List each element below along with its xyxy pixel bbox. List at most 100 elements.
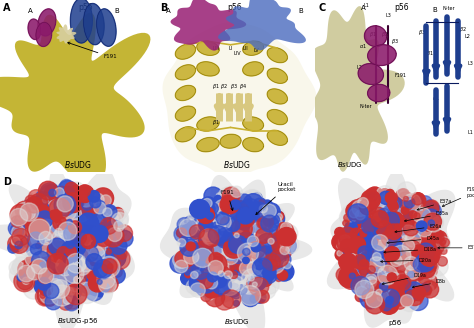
Circle shape — [246, 254, 261, 267]
Circle shape — [256, 228, 272, 243]
Circle shape — [179, 219, 198, 236]
Text: D19a: D19a — [382, 273, 427, 285]
Circle shape — [406, 219, 414, 227]
Circle shape — [217, 213, 229, 225]
Circle shape — [370, 231, 387, 249]
Circle shape — [419, 247, 439, 266]
Circle shape — [408, 228, 417, 236]
Circle shape — [399, 269, 410, 279]
Circle shape — [395, 249, 415, 269]
Circle shape — [340, 234, 360, 253]
Circle shape — [77, 242, 95, 259]
Circle shape — [251, 239, 268, 255]
Circle shape — [197, 274, 213, 289]
Text: A: A — [28, 8, 33, 14]
Circle shape — [352, 201, 361, 210]
Circle shape — [339, 268, 350, 278]
Circle shape — [401, 225, 416, 239]
Circle shape — [408, 291, 428, 311]
Polygon shape — [28, 19, 41, 39]
Circle shape — [175, 256, 187, 266]
Circle shape — [63, 253, 73, 263]
Circle shape — [398, 192, 414, 207]
Circle shape — [424, 264, 434, 273]
Circle shape — [388, 274, 393, 279]
Circle shape — [270, 232, 290, 250]
Polygon shape — [83, 4, 104, 45]
Circle shape — [228, 209, 242, 223]
Circle shape — [71, 230, 86, 245]
Circle shape — [79, 191, 95, 207]
Circle shape — [401, 238, 418, 254]
Circle shape — [427, 207, 436, 215]
Circle shape — [63, 285, 70, 293]
Circle shape — [423, 223, 431, 231]
Circle shape — [93, 217, 106, 229]
Circle shape — [10, 204, 31, 225]
Circle shape — [43, 241, 51, 249]
Circle shape — [365, 295, 384, 314]
Circle shape — [379, 275, 392, 287]
Circle shape — [408, 212, 417, 222]
Circle shape — [261, 276, 272, 286]
Circle shape — [60, 204, 71, 214]
Circle shape — [428, 271, 435, 279]
Circle shape — [211, 211, 218, 218]
Circle shape — [28, 260, 47, 279]
Circle shape — [176, 229, 185, 237]
Circle shape — [176, 223, 195, 242]
Circle shape — [187, 211, 205, 229]
Circle shape — [186, 279, 201, 294]
Circle shape — [19, 268, 35, 283]
Circle shape — [342, 272, 360, 289]
Circle shape — [263, 214, 282, 232]
Circle shape — [392, 276, 409, 293]
Circle shape — [225, 289, 231, 295]
Circle shape — [381, 261, 387, 267]
Circle shape — [414, 219, 431, 235]
Circle shape — [245, 274, 251, 279]
Circle shape — [54, 277, 70, 292]
Circle shape — [336, 251, 344, 259]
Circle shape — [191, 262, 210, 279]
Circle shape — [43, 215, 58, 231]
Circle shape — [352, 219, 365, 231]
Circle shape — [413, 253, 424, 263]
Circle shape — [210, 233, 218, 240]
Text: $\beta$1: $\beta$1 — [212, 118, 220, 127]
Circle shape — [191, 271, 198, 278]
Circle shape — [403, 221, 419, 236]
Circle shape — [47, 210, 61, 223]
Text: $\it{Bs}$UDG: $\it{Bs}$UDG — [64, 159, 92, 171]
Circle shape — [391, 222, 400, 232]
Circle shape — [225, 268, 234, 277]
Circle shape — [246, 275, 264, 291]
Circle shape — [422, 285, 431, 295]
Circle shape — [413, 257, 429, 272]
Circle shape — [264, 211, 279, 225]
Circle shape — [347, 253, 362, 267]
Circle shape — [257, 281, 276, 299]
Circle shape — [32, 254, 49, 270]
Circle shape — [415, 219, 428, 231]
Circle shape — [70, 211, 80, 220]
Circle shape — [340, 239, 354, 253]
Polygon shape — [0, 13, 150, 181]
Circle shape — [60, 220, 77, 236]
Circle shape — [212, 276, 231, 295]
Circle shape — [236, 232, 255, 251]
Circle shape — [349, 200, 365, 215]
Circle shape — [412, 197, 425, 210]
Circle shape — [15, 241, 22, 249]
Circle shape — [205, 288, 225, 307]
Circle shape — [243, 231, 251, 238]
Text: B: B — [298, 8, 303, 14]
Circle shape — [239, 199, 260, 219]
Circle shape — [365, 189, 375, 198]
Circle shape — [383, 243, 403, 263]
Circle shape — [58, 286, 78, 306]
Circle shape — [205, 260, 212, 267]
Circle shape — [383, 242, 394, 253]
Circle shape — [237, 285, 247, 295]
Circle shape — [190, 225, 204, 239]
